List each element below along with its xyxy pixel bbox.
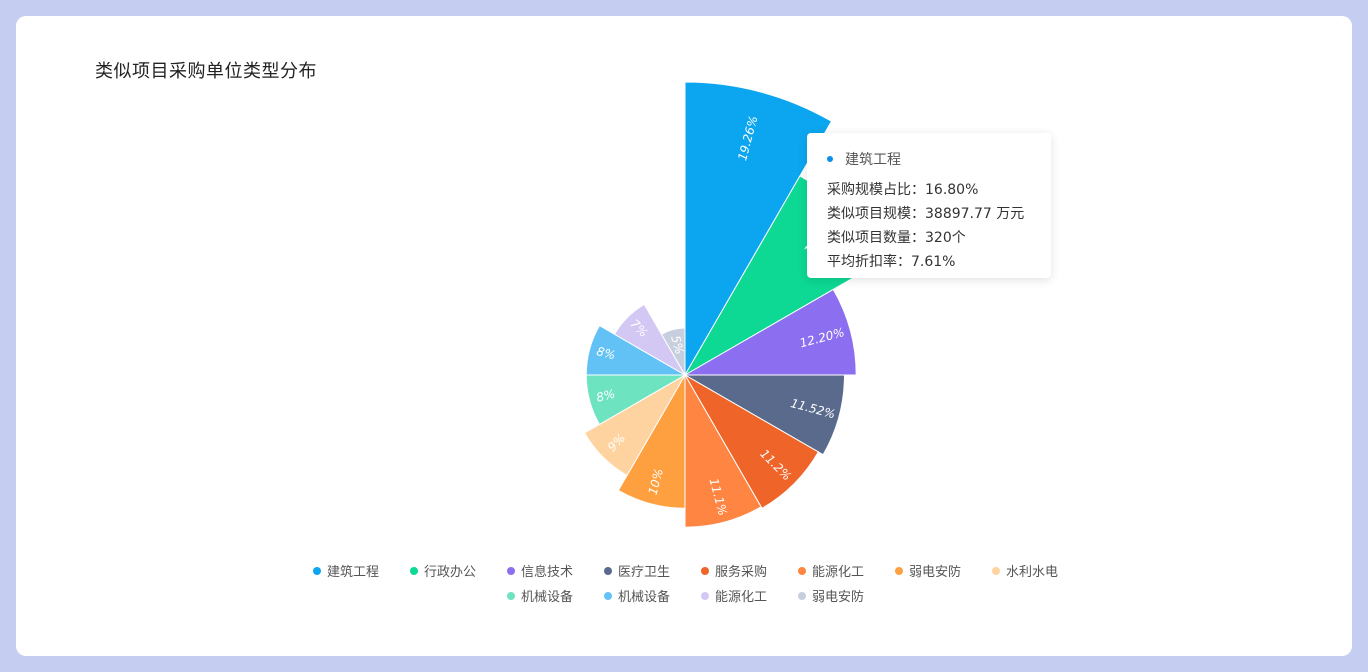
legend-label: 弱电安防 [812, 590, 865, 605]
legend-item[interactable]: 信息技术 [507, 561, 573, 580]
rose-slice[interactable] [684, 81, 833, 377]
tooltip-series-dot [827, 156, 833, 162]
legend-item[interactable]: 行政办公 [410, 561, 476, 580]
legend-dot [895, 566, 903, 575]
legend-label: 信息技术 [521, 565, 574, 580]
legend-item[interactable]: 机械设备 [604, 586, 670, 605]
legend-label: 能源化工 [812, 565, 865, 580]
rose-slice[interactable] [585, 324, 687, 376]
legend-dot [798, 591, 806, 600]
legend-label: 服务采购 [715, 565, 768, 580]
legend-dot [507, 591, 515, 600]
rose-slice[interactable] [583, 373, 687, 477]
rose-slice[interactable] [684, 373, 762, 528]
chart-card: 类似项目采购单位类型分布 19.26%15.6%12.20%11.52%11.2… [16, 16, 1352, 656]
legend-dot [313, 566, 321, 575]
legend-label: 行政办公 [424, 565, 477, 580]
tooltip-row-discount: 平均折扣率：7.61% [827, 254, 956, 270]
legend-label: 机械设备 [521, 590, 574, 605]
rose-slice[interactable] [617, 373, 686, 509]
legend-item[interactable]: 建筑工程 [313, 561, 379, 580]
legend-dot [798, 566, 806, 575]
legend-label: 医疗卫生 [618, 565, 671, 580]
legend-label: 建筑工程 [327, 565, 380, 580]
legend-label: 机械设备 [618, 590, 671, 605]
legend-label: 水利水电 [1006, 565, 1059, 580]
legend-item[interactable]: 机械设备 [507, 586, 573, 605]
chart-tooltip: 建筑工程 采购规模占比：16.80% 类似项目规模：38897.77 万元 类似… [807, 133, 1051, 278]
legend-dot [992, 566, 1000, 575]
slice-label: 8% [595, 387, 617, 405]
legend-item[interactable]: 服务采购 [701, 561, 767, 580]
legend-dot [604, 591, 612, 600]
legend-item[interactable]: 能源化工 [701, 586, 767, 605]
rose-chart: 19.26%15.6%12.20%11.52%11.2%11.1%10%9%8%… [583, 81, 885, 528]
rose-slice[interactable] [683, 374, 845, 456]
legend-item[interactable]: 弱电安防 [895, 561, 961, 580]
legend-item[interactable]: 水利水电 [992, 561, 1058, 580]
rose-slice[interactable] [683, 288, 857, 376]
legend-item[interactable]: 弱电安防 [798, 586, 864, 605]
chart-title: 类似项目采购单位类型分布 [95, 61, 317, 82]
rose-slice[interactable] [683, 373, 820, 510]
legend-dot [701, 566, 709, 575]
tooltip-row-share: 采购规模占比：16.80% [827, 182, 979, 198]
tooltip-header: 建筑工程 [827, 149, 901, 169]
legend-label: 能源化工 [715, 590, 768, 605]
legend-dot [410, 566, 418, 575]
legend-dot [604, 566, 612, 575]
legend-item[interactable]: 医疗卫生 [604, 561, 670, 580]
tooltip-row-scale: 类似项目规模：38897.77 万元 [827, 206, 1025, 222]
slice-label: 8% [595, 344, 617, 362]
rose-slice[interactable] [660, 327, 686, 377]
legend-label: 弱电安防 [909, 565, 962, 580]
legend-dot [507, 566, 515, 575]
legend-item[interactable]: 能源化工 [798, 561, 864, 580]
slice-label: 5% [668, 334, 686, 356]
tooltip-series-name: 建筑工程 [845, 152, 901, 168]
legend-dot [701, 591, 709, 600]
tooltip-row-count: 类似项目数量：320个 [827, 230, 966, 246]
slice-label: 10% [646, 467, 666, 496]
rose-slice[interactable] [613, 303, 687, 377]
